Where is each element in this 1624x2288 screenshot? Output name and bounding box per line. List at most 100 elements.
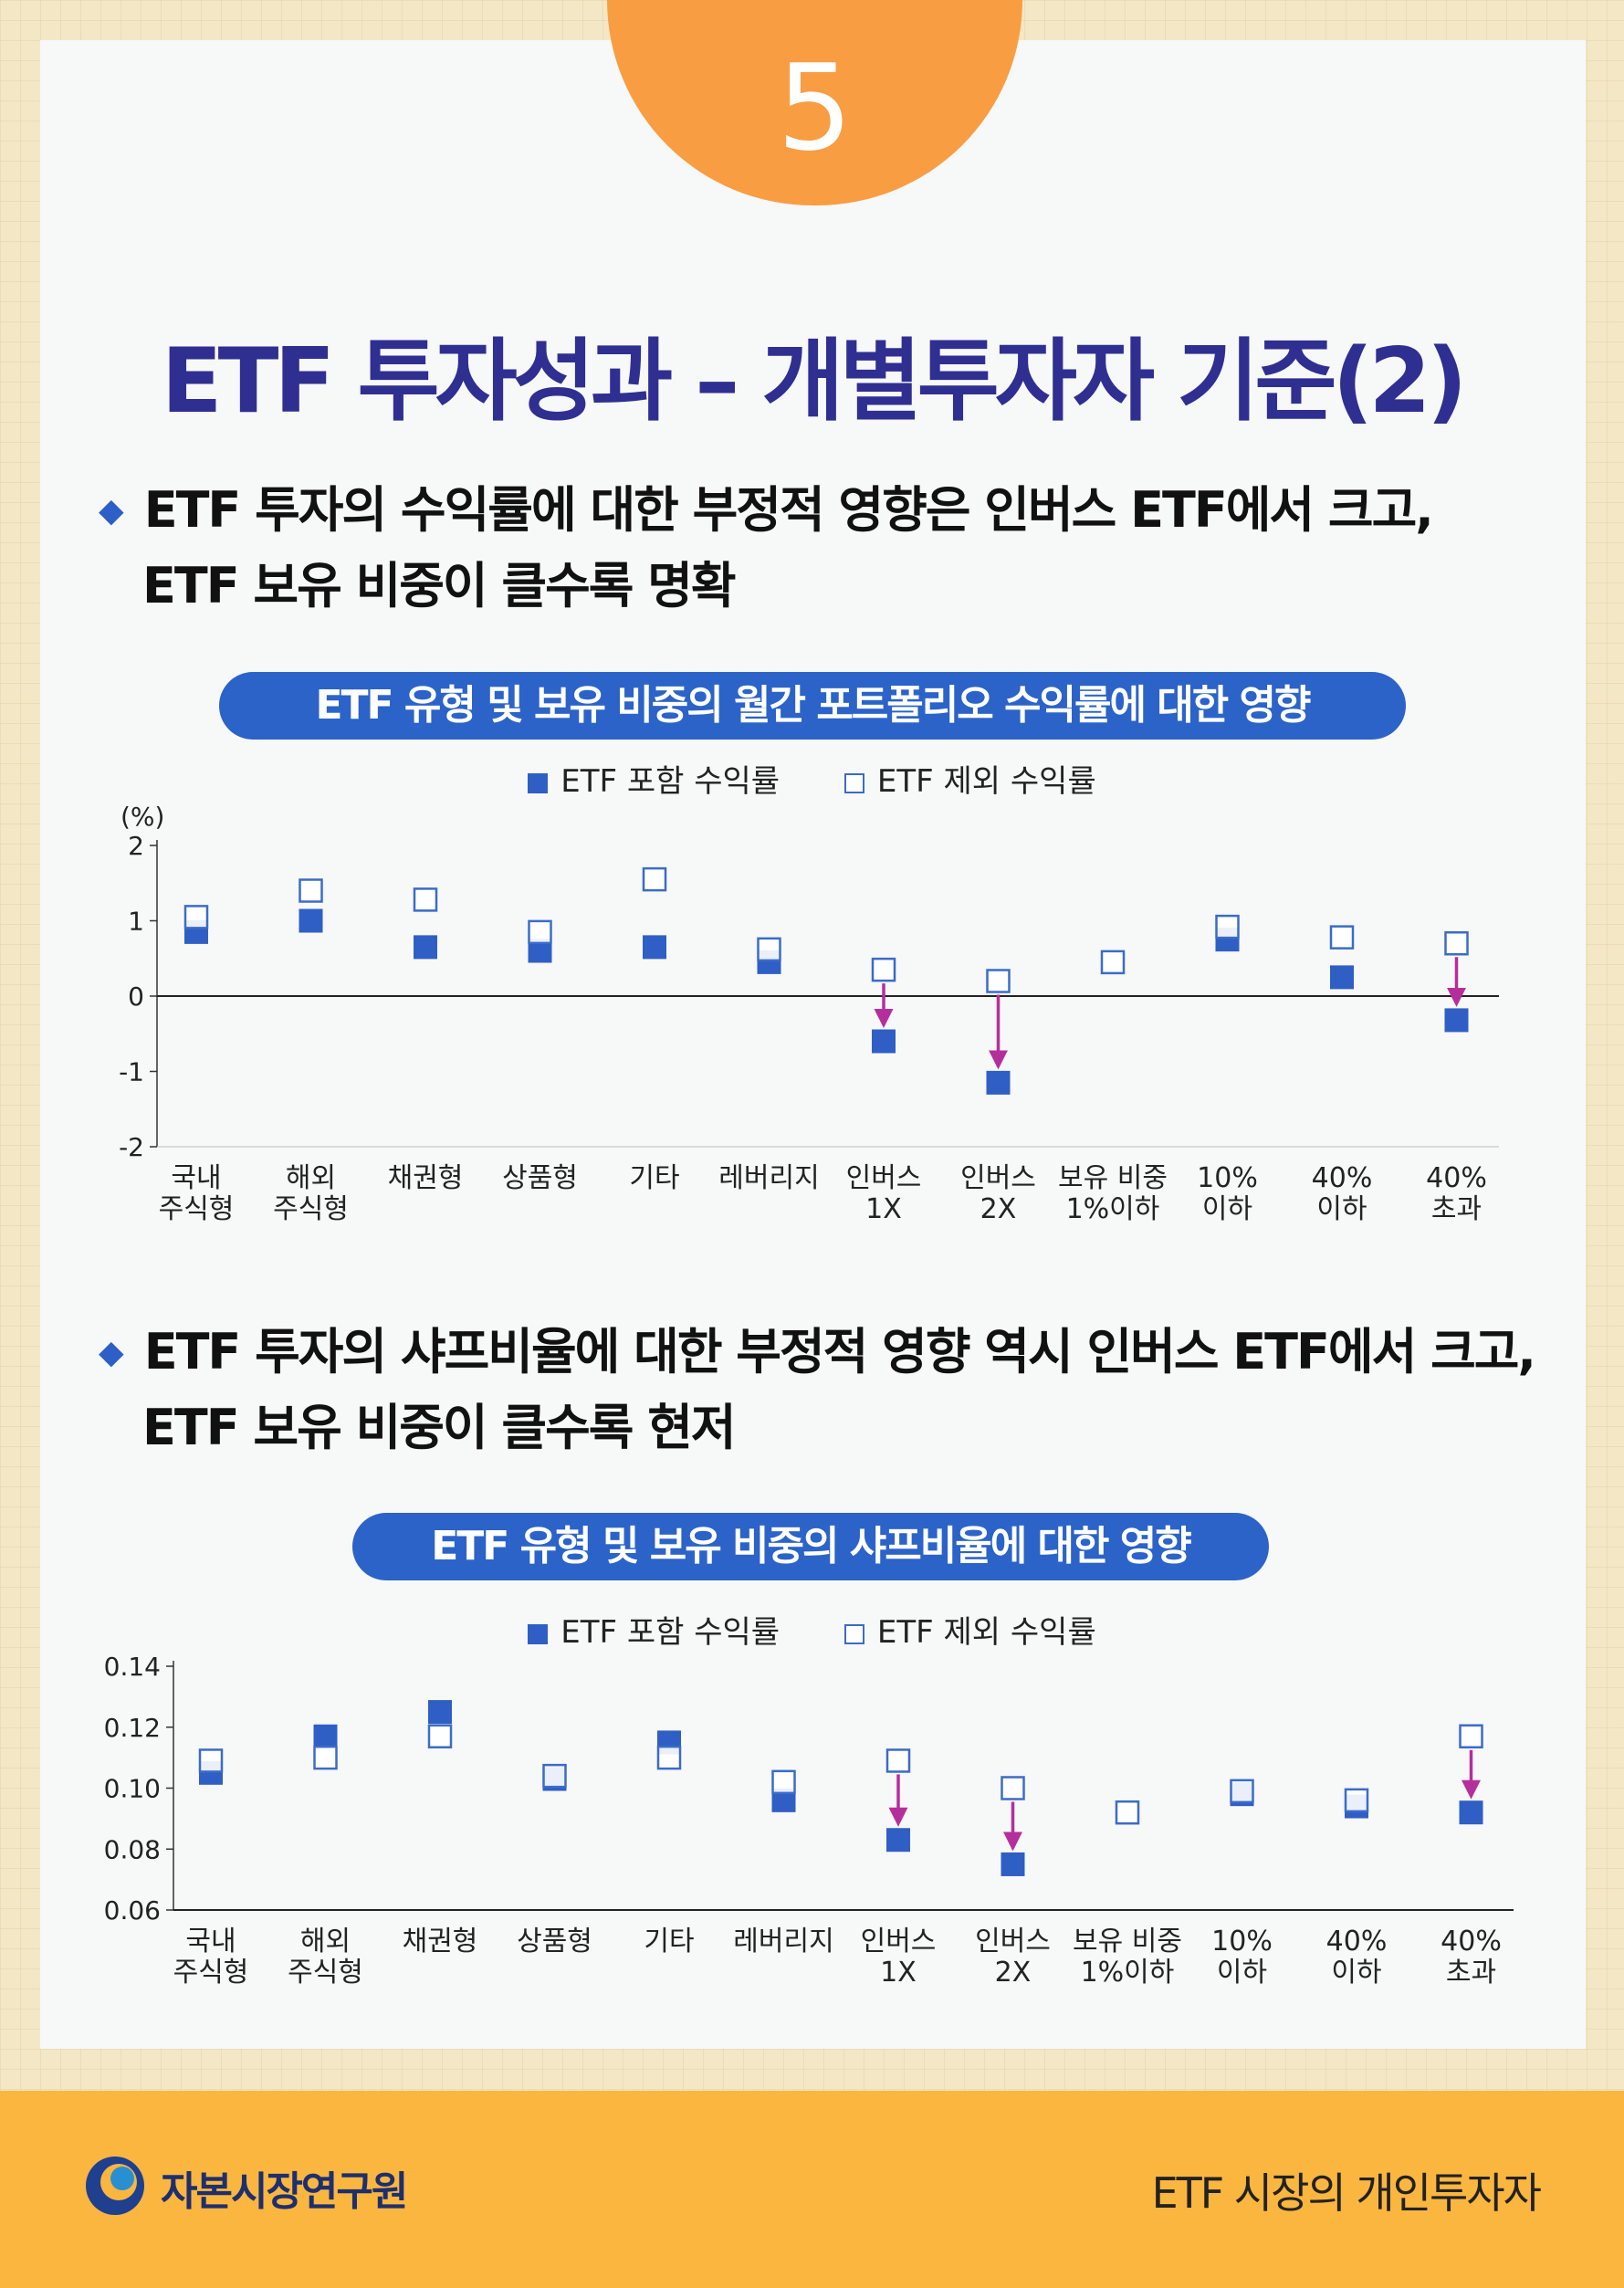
x-tick-label: 채권형: [403, 1926, 478, 1957]
point-etf-excluded: [771, 1769, 796, 1795]
x-tick-label: 1X: [880, 1957, 917, 1989]
x-tick-label: 1X: [865, 1193, 902, 1225]
document-name: ETF 시장의 개인투자자: [1151, 2168, 1542, 2218]
point-etf-included: [299, 908, 323, 933]
x-tick-label: 이하: [1331, 1957, 1381, 1989]
hollow-square-icon: [843, 1624, 864, 1644]
x-tick-label: 해외: [286, 1162, 336, 1194]
x-tick-label: 2X: [995, 1957, 1032, 1989]
x-tick-label: 레버리지: [718, 1162, 819, 1194]
bullet-line-2: ETF 보유 비중이 클수록 현저: [142, 1399, 737, 1456]
legend-item-hollow: ETF 제외 수익률: [843, 756, 1096, 801]
x-tick-label: 국내: [171, 1162, 221, 1194]
point-etf-excluded: [642, 866, 667, 892]
filled-square-icon: [528, 773, 549, 793]
page-title: ETF 투자성과 – 개별투자자 기준(2): [161, 330, 1468, 434]
point-etf-excluded: [299, 878, 323, 903]
x-tick-label: 보유 비중: [1058, 1162, 1168, 1194]
point-etf-excluded: [871, 957, 896, 982]
x-tick-label: 초과: [1431, 1193, 1482, 1225]
x-tick-label: 주식형: [288, 1957, 363, 1989]
y-tick-label: -2: [119, 1132, 144, 1162]
x-tick-label: 인버스: [846, 1162, 922, 1194]
point-etf-included: [1330, 965, 1354, 990]
point-etf-excluded: [656, 1745, 682, 1770]
section-bullet-1: ◆ ETF 투자의 수익률에 대한 부정적 영향은 인버스 ETF에서 크고, E…: [99, 473, 1596, 624]
x-tick-label: 40%: [1312, 1162, 1373, 1194]
point-etf-included: [872, 1029, 896, 1054]
y-unit-label: (%): [120, 802, 164, 832]
x-tick-label: 주식형: [273, 1193, 349, 1225]
point-etf-excluded: [198, 1748, 224, 1773]
y-tick-label: -1: [119, 1057, 144, 1087]
point-etf-included: [643, 935, 666, 960]
x-tick-label: 레버리지: [733, 1926, 833, 1957]
legend-item-filled: ETF 포함 수익률: [528, 756, 780, 801]
y-tick-label: 0.14: [104, 1652, 161, 1682]
point-etf-excluded: [1329, 925, 1355, 950]
section-bullet-2: ◆ ETF 투자의 샤프비율에 대한 부정적 영향 역시 인버스 ETF에서 크고…: [99, 1315, 1596, 1465]
chart2-title: ETF 유형 및 보유 비중의 샤프비율에 대한 영향: [352, 1513, 1269, 1580]
org-name: 자본시장연구원: [161, 2168, 408, 2215]
institute-logo-icon: [86, 2157, 144, 2215]
x-tick-label: 초과: [1446, 1957, 1496, 1989]
y-tick-label: 2: [128, 831, 144, 861]
x-tick-label: 주식형: [173, 1957, 249, 1989]
point-etf-excluded: [757, 937, 781, 962]
x-tick-label: 1%이하: [1066, 1193, 1160, 1225]
point-etf-excluded: [313, 1745, 338, 1770]
x-tick-label: 10%: [1197, 1162, 1258, 1194]
footer-bar: 자본시장연구원 ETF 시장의 개인투자자: [0, 2091, 1624, 2288]
x-tick-label: 40%: [1426, 1162, 1487, 1194]
x-tick-label: 2X: [980, 1193, 1017, 1225]
chart2-legend: ETF 포함 수익률 ETF 제외 수익률: [0, 1607, 1624, 1652]
legend-item-filled: ETF 포함 수익률: [528, 1607, 780, 1652]
point-etf-included: [986, 1070, 1011, 1095]
x-tick-label: 인버스: [861, 1926, 937, 1957]
chart1-legend: ETF 포함 수익률 ETF 제외 수익률: [0, 756, 1624, 801]
y-tick-label: 0.08: [104, 1834, 161, 1864]
point-etf-excluded: [1344, 1788, 1369, 1813]
point-etf-excluded: [1230, 1779, 1254, 1804]
legend-label: ETF 포함 수익률: [561, 763, 781, 800]
diamond-icon: ◆: [99, 492, 124, 530]
point-etf-excluded: [1115, 1800, 1140, 1825]
point-etf-included: [1459, 1800, 1483, 1825]
legend-item-hollow: ETF 제외 수익률: [843, 1607, 1096, 1652]
point-etf-excluded: [1001, 1776, 1025, 1800]
x-tick-label: 이하: [1217, 1957, 1267, 1989]
x-tick-label: 1%이하: [1081, 1957, 1175, 1989]
x-tick-label: 채권형: [388, 1162, 464, 1194]
legend-label: ETF 제외 수익률: [876, 763, 1096, 800]
x-tick-label: 이하: [1202, 1193, 1252, 1225]
point-etf-included: [414, 935, 437, 960]
point-etf-excluded: [413, 887, 438, 912]
x-tick-label: 주식형: [159, 1193, 235, 1225]
point-etf-included: [1001, 1852, 1025, 1876]
diamond-icon: ◆: [99, 1334, 124, 1371]
bullet-line-1: ETF 투자의 수익률에 대한 부정적 영향은 인버스 ETF에서 크고,: [143, 481, 1434, 539]
x-tick-label: 기타: [644, 1926, 694, 1957]
x-tick-label: 40%: [1326, 1926, 1388, 1957]
point-etf-excluded: [183, 905, 209, 929]
x-tick-label: 보유 비중: [1073, 1926, 1182, 1957]
hollow-square-icon: [843, 773, 864, 793]
bullet-line-1: ETF 투자의 샤프비율에 대한 부정적 영향 역시 인버스 ETF에서 크고,: [143, 1323, 1536, 1380]
x-tick-label: 이하: [1316, 1193, 1367, 1225]
legend-label: ETF 포함 수익률: [561, 1614, 781, 1651]
page-number: 5: [777, 37, 853, 177]
point-etf-excluded: [1215, 914, 1240, 939]
point-etf-excluded: [885, 1748, 911, 1773]
x-tick-label: 상품형: [517, 1926, 592, 1957]
point-etf-excluded: [986, 969, 1011, 993]
x-tick-label: 해외: [300, 1926, 351, 1957]
point-etf-excluded: [528, 919, 552, 945]
filled-square-icon: [528, 1624, 549, 1644]
y-tick-label: 1: [128, 907, 144, 937]
point-etf-excluded: [427, 1724, 453, 1749]
point-etf-excluded: [1444, 931, 1469, 956]
content-card: [40, 40, 1586, 2049]
x-tick-label: 인버스: [975, 1926, 1051, 1957]
point-etf-excluded: [542, 1763, 567, 1789]
